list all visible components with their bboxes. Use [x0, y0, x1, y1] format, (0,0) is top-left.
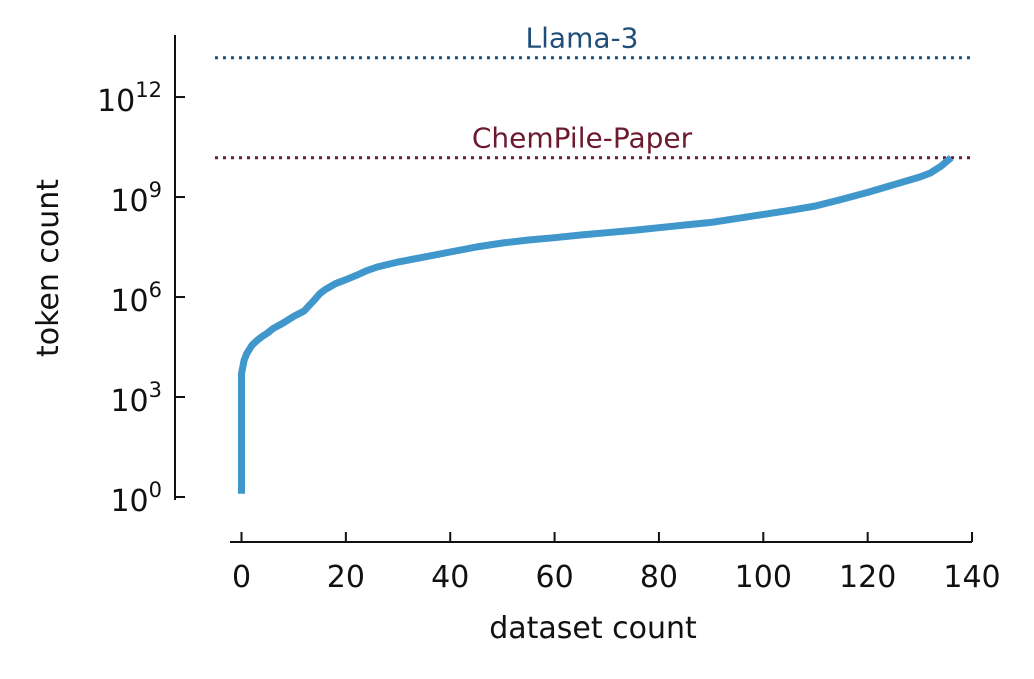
y-tick-label-1: 103 [110, 378, 162, 419]
reference-line-label-1: ChemPile-Paper [472, 122, 693, 155]
y-tick-label-2: 106 [110, 278, 162, 319]
x-tick-label-0: 0 [232, 560, 251, 595]
y-tick-label-4: 1012 [97, 78, 162, 119]
x-tick-label-1: 20 [327, 560, 365, 595]
reference-line-label-0: Llama-3 [526, 22, 639, 55]
x-tick-label-4: 80 [640, 560, 678, 595]
y-axis-title: token count [31, 179, 66, 357]
x-axis-title: dataset count [489, 611, 697, 646]
x-tick-label-3: 60 [535, 560, 573, 595]
reference-lines: Llama-3 ChemPile-Paper [215, 22, 972, 160]
axes [174, 35, 972, 543]
y-tick-label-3: 109 [110, 178, 162, 219]
x-tick-label-6: 120 [839, 560, 896, 595]
series-line-0 [238, 155, 954, 494]
x-tick-label-2: 40 [431, 560, 469, 595]
x-tick-label-7: 140 [943, 560, 1000, 595]
series-layer [238, 155, 954, 494]
y-ticks: 100 103 106 109 1012 [97, 78, 185, 519]
x-tick-label-5: 100 [735, 560, 792, 595]
x-ticks: 0 20 40 60 80 100 120 140 [232, 532, 1001, 595]
y-tick-label-0: 100 [110, 478, 162, 519]
